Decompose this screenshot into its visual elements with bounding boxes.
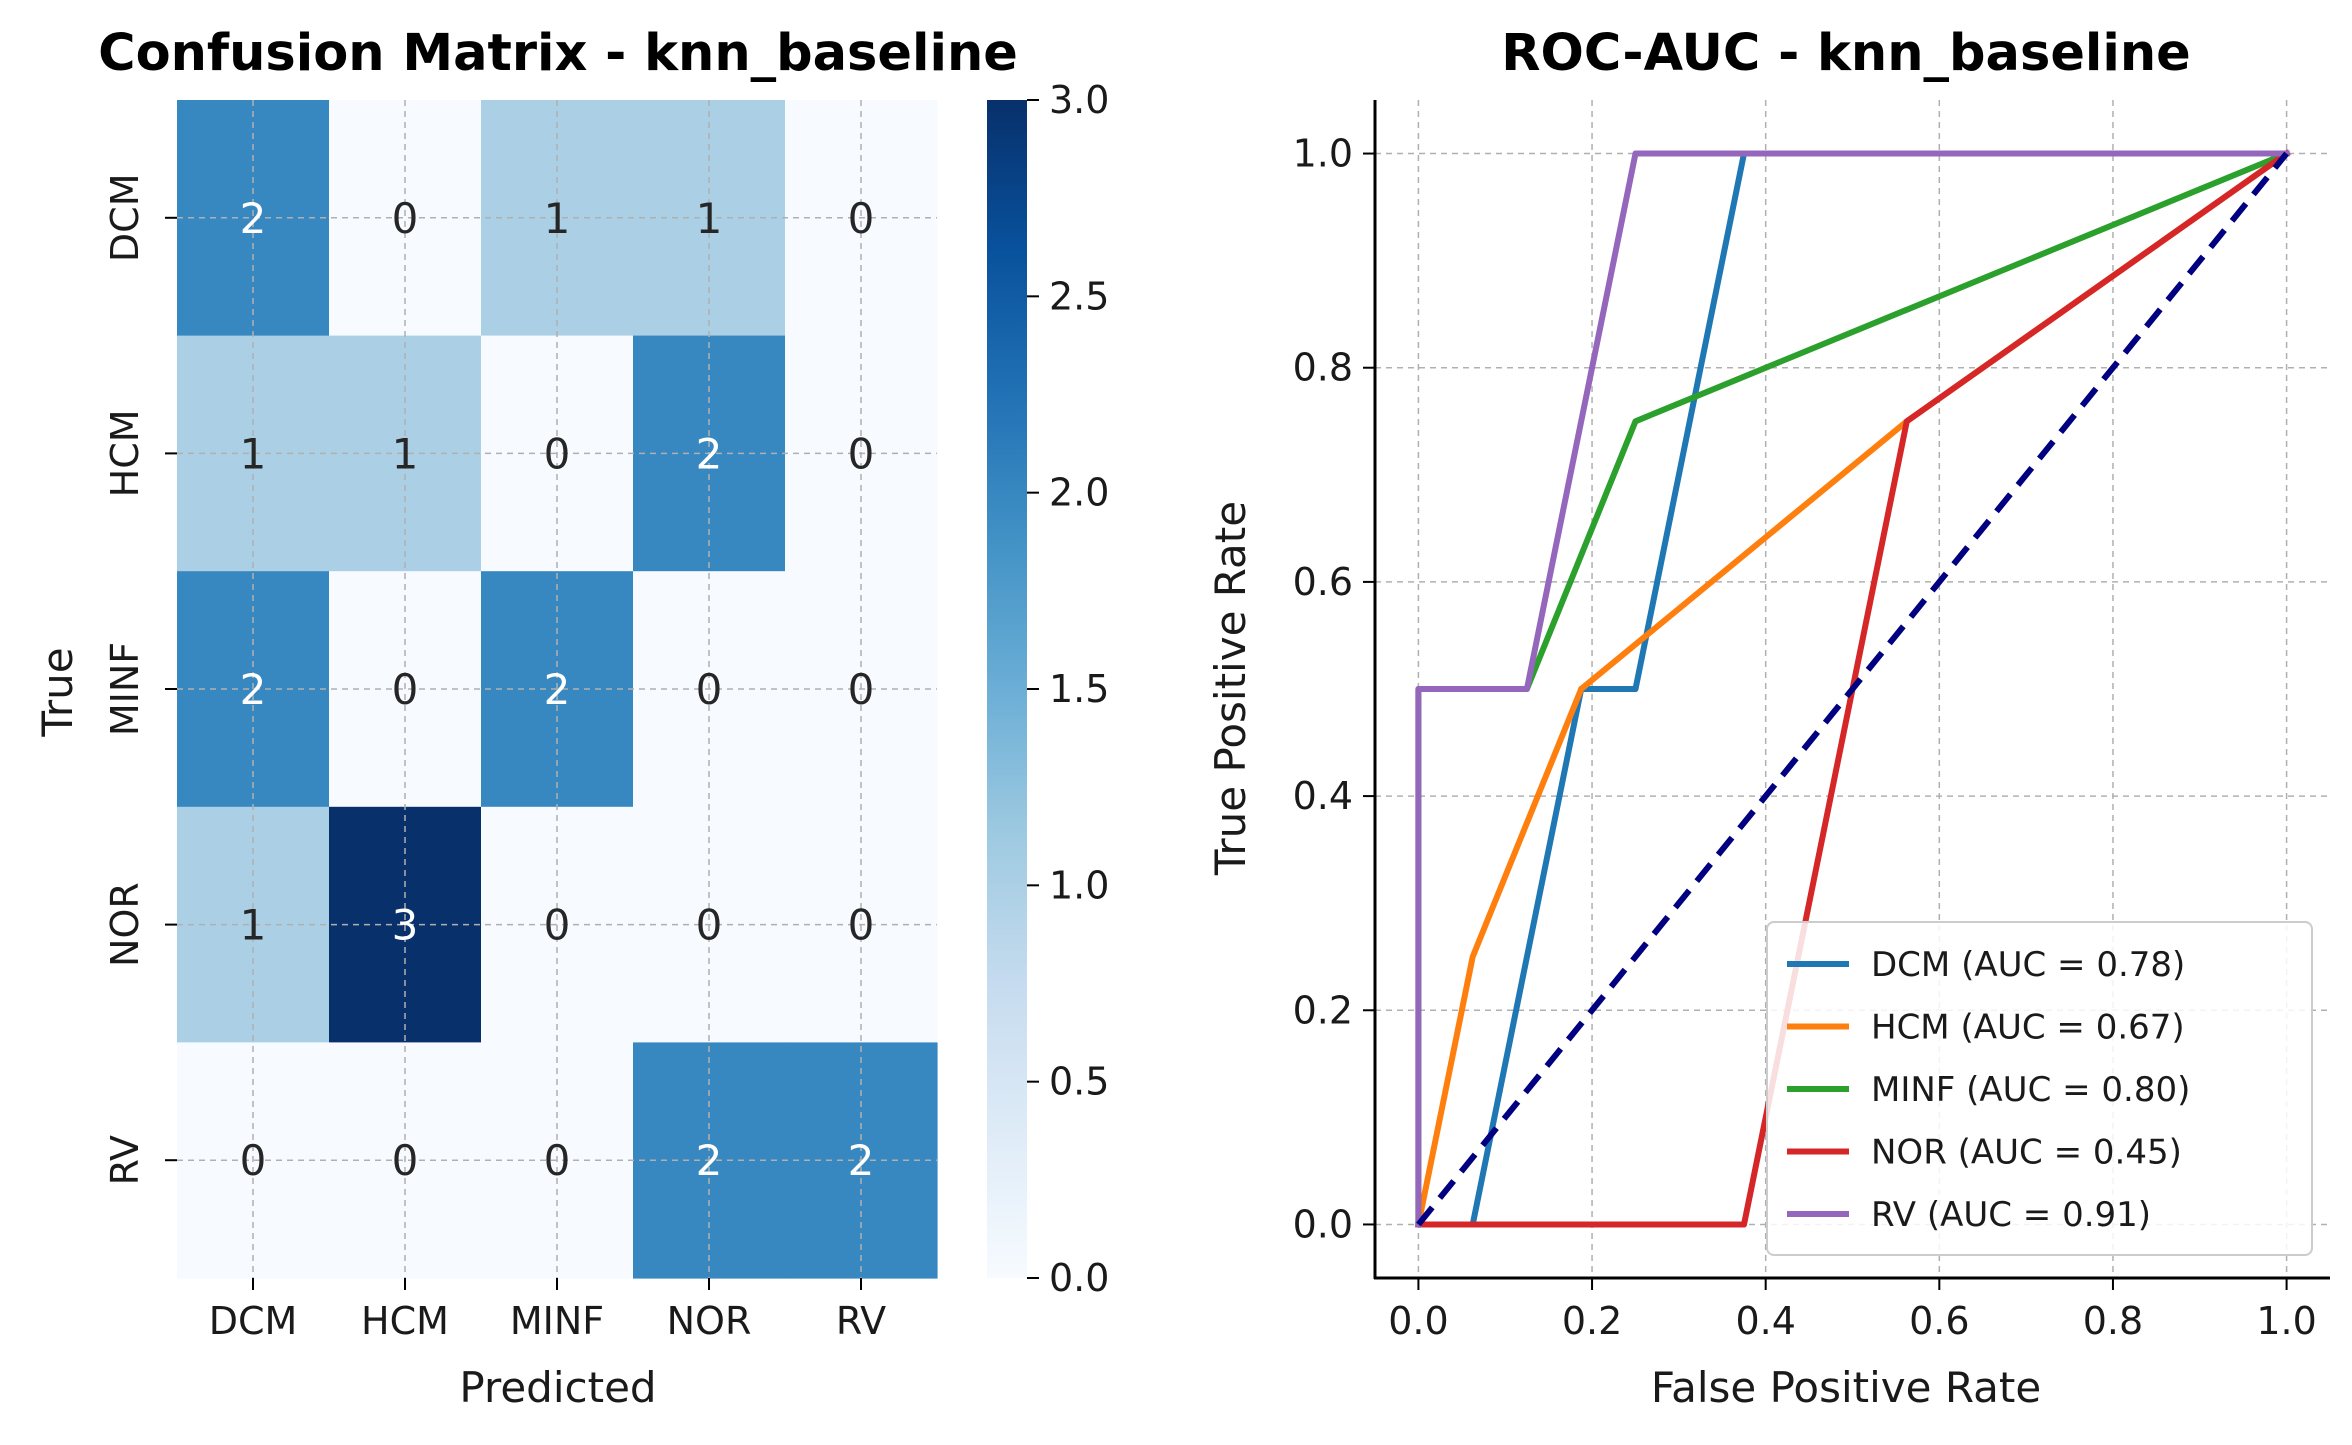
- cm-y-tick-label: RV: [103, 1135, 147, 1185]
- cm-cell-value: 1: [392, 429, 419, 478]
- cm-values: 2 0 1 1 0 1 1 0 2 0 2 0 2 0 0 1 3 0 0 0 0 0 0 2 2: [240, 194, 875, 1185]
- roc-y-tick-label: 0.0: [1293, 1202, 1353, 1246]
- cm-x-axis-label: Predicted: [459, 1363, 656, 1412]
- roc-reference-line: [1416, 151, 2289, 1227]
- cm-x-ticks: DCM HCM MINF NOR RV: [209, 1278, 886, 1343]
- cm-cell-value: 2: [696, 429, 723, 478]
- roc-y-tick-label: 1.0: [1293, 132, 1353, 176]
- colorbar-tick-label: 2.5: [1049, 274, 1109, 318]
- cm-cell-value: 1: [696, 194, 723, 243]
- roc-legend-label: NOR (AUC = 0.45): [1871, 1133, 2182, 1173]
- cm-title: Confusion Matrix - knn_baseline: [98, 24, 1018, 83]
- roc-legend-label: MINF (AUC = 0.80): [1871, 1070, 2190, 1110]
- roc-legend-label: DCM (AUC = 0.78): [1871, 945, 2185, 985]
- cm-cell-value: 1: [240, 429, 267, 478]
- cm-cell-value: 0: [240, 1136, 267, 1185]
- roc-lines: [1414, 149, 2291, 1229]
- cm-x-tick-label: NOR: [667, 1299, 752, 1343]
- cm-grid: [177, 100, 937, 1278]
- roc-title: ROC-AUC - knn_baseline: [1501, 24, 2191, 83]
- cm-cell-value: 1: [240, 901, 267, 950]
- cm-cell-value: 0: [544, 429, 571, 478]
- roc-x-tick-label: 0.2: [1562, 1299, 1622, 1343]
- roc-legend-box: [1766, 921, 2313, 1256]
- cm-cell-value: 0: [544, 1136, 571, 1185]
- roc-x-tick-label: 0.6: [1909, 1299, 1969, 1343]
- cm-y-tick-label: MINF: [103, 642, 147, 736]
- cm-x-tick-label: RV: [836, 1299, 886, 1343]
- roc-legend-label: RV (AUC = 0.91): [1871, 1195, 2151, 1235]
- cm-y-axis-label: True: [33, 647, 82, 737]
- cm-cell-value: 2: [240, 665, 267, 714]
- roc-legend: DCM (AUC = 0.78) HCM (AUC = 0.67) MINF (AU…: [1766, 921, 2313, 1256]
- roc-y-axis-label: True Positive Rate: [1206, 501, 1255, 876]
- roc-y-tick-label: 0.8: [1293, 346, 1353, 390]
- cm-cell-value: 0: [392, 194, 419, 243]
- roc-series-line: [1415, 149, 2291, 1228]
- colorbar-gradient: [987, 100, 1027, 1278]
- colorbar-ticks: 0.0 0.5 1.0 1.5 2.0 2.5 3.0: [1027, 78, 1109, 1300]
- cm-cell-value: 0: [848, 429, 875, 478]
- cm-cell-value: 0: [848, 194, 875, 243]
- colorbar-tick-label: 2.0: [1049, 471, 1109, 515]
- colorbar-tick-label: 1.5: [1049, 667, 1109, 711]
- cm-y-tick-label: NOR: [103, 882, 147, 967]
- cm-cell-value: 2: [544, 665, 571, 714]
- cm-cell-value: 0: [848, 665, 875, 714]
- cm-cell-value: 2: [848, 1136, 875, 1185]
- cm-x-tick-label: MINF: [510, 1299, 604, 1343]
- roc-x-tick-label: 0.8: [2083, 1299, 2143, 1343]
- roc-series-line: [1415, 150, 2290, 1228]
- cm-x-tick-label: HCM: [361, 1299, 449, 1343]
- cm-cell-value: 0: [392, 665, 419, 714]
- roc-y-ticks: 0.0 0.2 0.4 0.6 0.8 1.0: [1293, 132, 1375, 1246]
- roc-y-tick-label: 0.6: [1293, 560, 1353, 604]
- cm-y-ticks: DCM HCM MINF NOR RV: [103, 174, 177, 1185]
- cm-x-tick-label: DCM: [209, 1299, 298, 1343]
- cm-cell-value: 0: [696, 901, 723, 950]
- cm-cell-value: 3: [392, 901, 419, 950]
- roc-x-tick-label: 0.0: [1388, 1299, 1448, 1343]
- roc-x-ticks: 0.0 0.2 0.4 0.6 0.8 1.0: [1388, 1278, 2317, 1343]
- colorbar-tick-label: 3.0: [1049, 78, 1109, 122]
- cm-cell-value: 2: [240, 194, 267, 243]
- colorbar: 0.0 0.5 1.0 1.5 2.0 2.5 3.0: [987, 78, 1109, 1300]
- cm-cell-value: 0: [848, 901, 875, 950]
- cm-y-tick-label: DCM: [103, 174, 147, 263]
- roc-x-tick-label: 1.0: [2256, 1299, 2316, 1343]
- colorbar-tick-label: 1.0: [1049, 863, 1109, 907]
- roc-y-tick-label: 0.4: [1293, 774, 1353, 818]
- roc-panel: ROC-AUC - knn_baseline 0.0 0.2 0.4 0.6 0.8 1.…: [1206, 24, 2330, 1412]
- roc-y-tick-label: 0.2: [1293, 988, 1353, 1032]
- cm-cell-value: 0: [392, 1136, 419, 1185]
- roc-legend-label: HCM (AUC = 0.67): [1871, 1008, 2185, 1048]
- confusion-matrix-panel: Confusion Matrix - knn_baseline 2 0 1 1 0 1 1 0…: [33, 24, 1018, 1412]
- cm-cell-value: 0: [696, 665, 723, 714]
- roc-x-axis-label: False Positive Rate: [1651, 1363, 2041, 1412]
- cm-cell-value: 1: [544, 194, 571, 243]
- colorbar-tick-label: 0.5: [1049, 1060, 1109, 1104]
- roc-x-tick-label: 0.4: [1735, 1299, 1795, 1343]
- colorbar-tick-label: 0.0: [1049, 1256, 1109, 1300]
- cm-cell-value: 0: [544, 901, 571, 950]
- roc-axes: [1373, 100, 2330, 1280]
- cm-y-tick-label: HCM: [103, 409, 147, 497]
- cm-cell-value: 2: [696, 1136, 723, 1185]
